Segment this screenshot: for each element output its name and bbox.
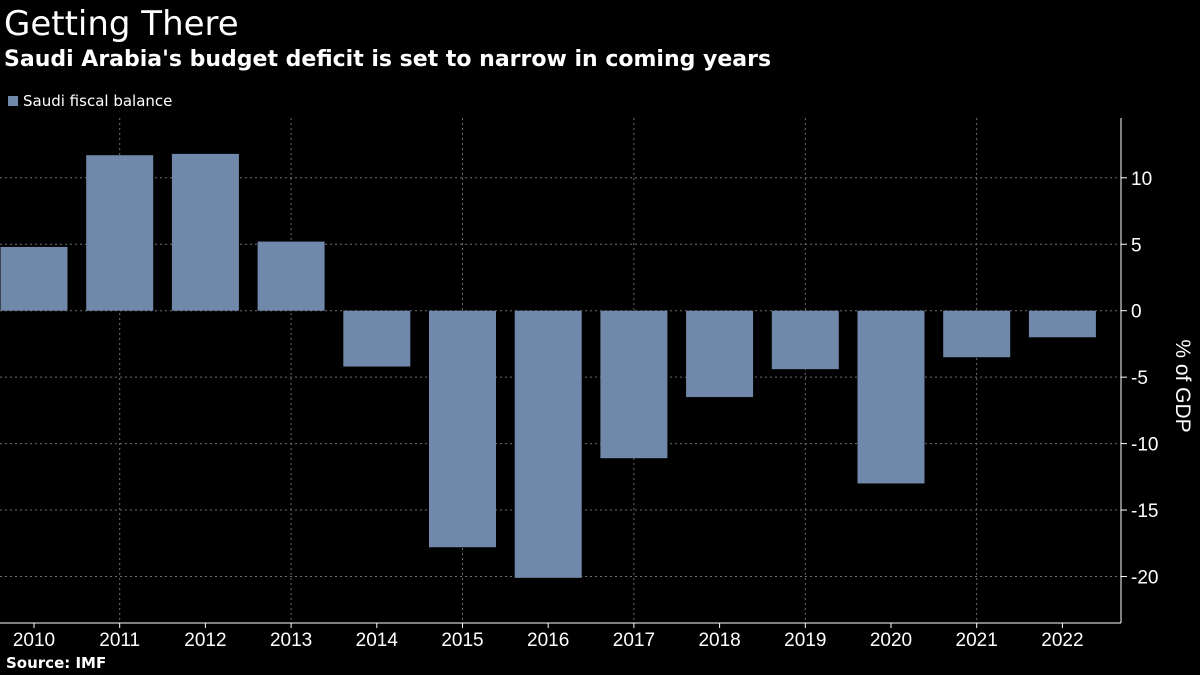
- x-tick-label: 2013: [270, 630, 312, 651]
- bar-2011: [86, 155, 154, 311]
- y-tick-label: 5: [1131, 235, 1142, 256]
- bar-2021: [943, 310, 1011, 358]
- bar-2012: [171, 153, 239, 311]
- x-tick-label: 2015: [441, 630, 483, 651]
- x-tick-label: 2010: [13, 630, 55, 651]
- bar-layer: [0, 153, 1096, 578]
- x-tick-label: 2011: [99, 630, 140, 651]
- chart-subtitle: Saudi Arabia's budget deficit is set to …: [4, 47, 772, 72]
- bar-2018: [686, 310, 754, 398]
- x-tick-label: 2012: [184, 630, 226, 651]
- y-axis-label: % of GDP: [1171, 339, 1194, 432]
- axis-layer: 10 5 0 -5 -10 -15 -20 2010 2011 2012 2013 2014 2015 2…: [0, 118, 1158, 651]
- chart-title: Getting There: [4, 4, 239, 44]
- x-tick-label: 2022: [1041, 630, 1083, 651]
- bar-2022: [1028, 310, 1096, 338]
- bar-2015: [429, 310, 496, 548]
- bar-2013: [257, 241, 325, 311]
- x-tick-label: 2018: [698, 630, 740, 651]
- legend-label: Saudi fiscal balance: [23, 92, 173, 110]
- legend: Saudi fiscal balance: [8, 90, 172, 112]
- bar-2017: [600, 310, 668, 459]
- bar-2019: [771, 310, 839, 370]
- y-tick-label: -10: [1131, 435, 1158, 456]
- y-tick-label: -20: [1131, 567, 1158, 588]
- y-tick-label: 10: [1131, 169, 1152, 190]
- y-tick-label: 0: [1131, 302, 1142, 323]
- x-tick-label: 2021: [956, 630, 998, 651]
- x-tick-label: 2020: [870, 630, 912, 651]
- x-tick-label: 2019: [784, 630, 826, 651]
- x-tick-label: 2016: [527, 630, 569, 651]
- y-tick-label: -5: [1131, 368, 1148, 389]
- bar-2010: [0, 246, 68, 311]
- y-tick-label: -15: [1131, 501, 1158, 522]
- x-tick-label: 2017: [613, 630, 655, 651]
- bar-2020: [857, 310, 925, 484]
- source-note: Source: IMF: [6, 654, 107, 672]
- bar-2016: [514, 310, 582, 578]
- bar-2014: [343, 310, 411, 367]
- x-tick-label: 2014: [356, 630, 399, 651]
- legend-swatch: [8, 96, 18, 106]
